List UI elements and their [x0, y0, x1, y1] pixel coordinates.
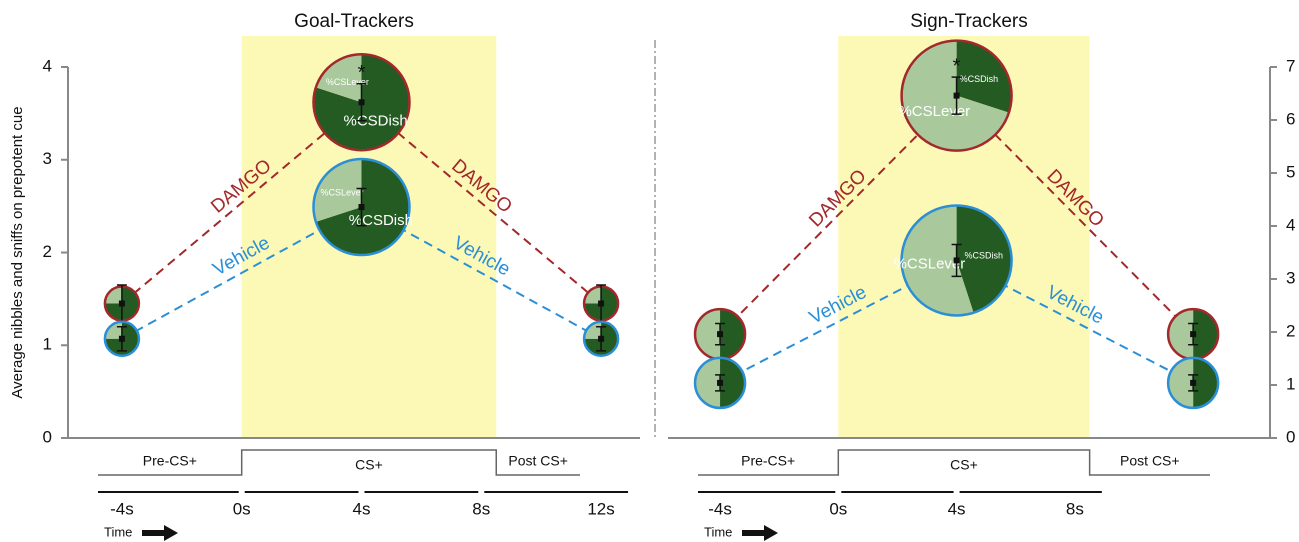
y-axis-label: Average nibbles and sniffs on prepotent …	[9, 106, 26, 398]
phase-label: CS+	[355, 457, 383, 473]
y-tick-label: 4	[43, 56, 52, 75]
time-tick-label: 12s	[587, 499, 614, 518]
y-tick-label: 1	[1286, 374, 1295, 393]
y-tick-label: 0	[1286, 427, 1295, 446]
data-point	[954, 257, 960, 263]
y-tick-label: 3	[43, 149, 52, 168]
data-point	[1190, 380, 1196, 386]
data-point	[954, 93, 960, 99]
panel-title: Sign-Trackers	[910, 11, 1028, 32]
pie-lever	[695, 309, 720, 359]
data-point	[717, 331, 723, 337]
time-tick-label: 8s	[1066, 499, 1084, 518]
data-point	[119, 301, 125, 307]
annotation: *	[358, 62, 366, 84]
figure: Goal-Trackers 0 1 2 3 4 Average nibbles and sn…	[0, 0, 1299, 542]
time-tick-label: 4s	[353, 499, 371, 518]
data-point	[358, 99, 364, 105]
y-tick-label: 1	[43, 335, 52, 354]
pie-label: %CSDish	[349, 212, 413, 229]
data-point	[598, 336, 604, 342]
data-point	[1190, 331, 1196, 337]
pie-label: %CSLever	[898, 103, 970, 120]
time-tick-label: -4s	[110, 499, 134, 518]
y-tick-label: 5	[1286, 162, 1295, 181]
pie-label: %CSDish	[344, 113, 408, 130]
time-arrow	[742, 525, 778, 541]
time-arrow	[142, 525, 178, 541]
y-tick-label: 3	[1286, 268, 1295, 287]
time-tick-label: 4s	[948, 499, 966, 518]
phase-label: Post CS+	[1120, 453, 1180, 469]
y-tick-label: 6	[1286, 109, 1295, 128]
y-tick-label: 2	[43, 242, 52, 261]
time-tick-label: 8s	[472, 499, 490, 518]
annotation: *	[953, 55, 961, 77]
data-point	[598, 301, 604, 307]
pie-dish	[720, 358, 745, 408]
pie-label: %CSDish	[964, 251, 1003, 261]
data-point	[119, 336, 125, 342]
y-tick-label: 2	[1286, 321, 1295, 340]
pie-lever	[695, 358, 720, 408]
pie-dish	[720, 309, 745, 359]
phase-label: Pre-CS+	[741, 453, 795, 469]
phase-label: CS+	[950, 457, 978, 473]
pie-label: %CSDish	[960, 74, 999, 84]
pie-lever	[1168, 309, 1193, 359]
y-tick-label: 4	[1286, 215, 1295, 234]
pie-lever	[1168, 358, 1193, 408]
time-tick-label: 0s	[829, 499, 847, 518]
time-tick-label: -4s	[708, 499, 732, 518]
y-tick-label: 7	[1286, 56, 1295, 75]
pie-dish	[1193, 309, 1218, 359]
y-tick-label: 0	[43, 427, 52, 446]
time-label: Time	[704, 524, 732, 539]
pie-dish	[1193, 358, 1218, 408]
phase-label: Post CS+	[508, 453, 568, 469]
data-point	[717, 380, 723, 386]
phase-label: Pre-CS+	[143, 453, 197, 469]
panel-title: Goal-Trackers	[294, 11, 414, 32]
time-tick-label: 0s	[233, 499, 251, 518]
time-label: Time	[104, 524, 132, 539]
data-point	[358, 204, 364, 210]
